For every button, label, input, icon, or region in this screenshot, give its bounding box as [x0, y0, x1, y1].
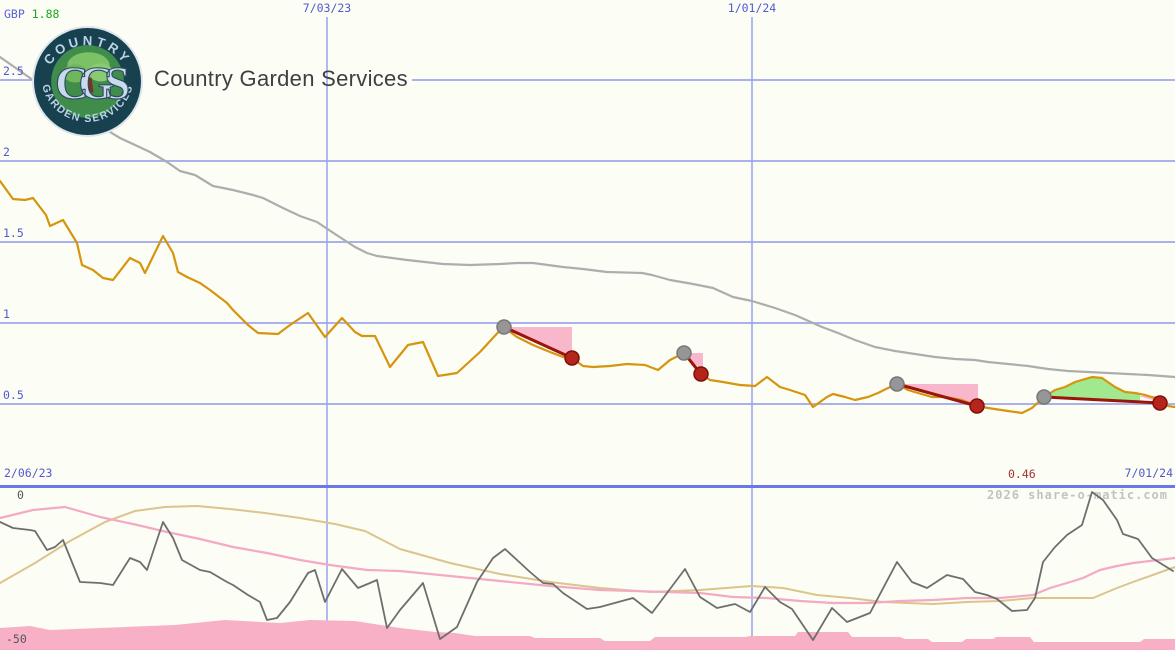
trend-line [895, 382, 979, 408]
series-benchmark [0, 55, 1175, 379]
series-lower-pink [0, 505, 1175, 605]
trend-end-marker [693, 366, 709, 382]
series-price [0, 179, 1175, 415]
logo-monogram: CGS [55, 59, 128, 110]
trend-line [502, 325, 574, 360]
company-title: Country Garden Services [154, 66, 408, 91]
trend-end-marker [1152, 395, 1168, 411]
trend-start-marker [676, 345, 692, 361]
trend-end-marker [564, 350, 580, 366]
tree-icon [63, 52, 113, 93]
trend-start-marker [1036, 389, 1052, 405]
trend-end-marker [969, 398, 985, 414]
series-lower-gray [0, 491, 1174, 641]
volume-area [0, 620, 1175, 650]
trend-start-marker [889, 376, 905, 392]
trend-start-marker [496, 319, 512, 335]
company-logo: COUNTRY GARDEN SERVICES CGS [32, 26, 143, 137]
gain-region [1044, 377, 1140, 402]
panel-separator [0, 485, 1175, 488]
trend-line [1042, 395, 1162, 405]
